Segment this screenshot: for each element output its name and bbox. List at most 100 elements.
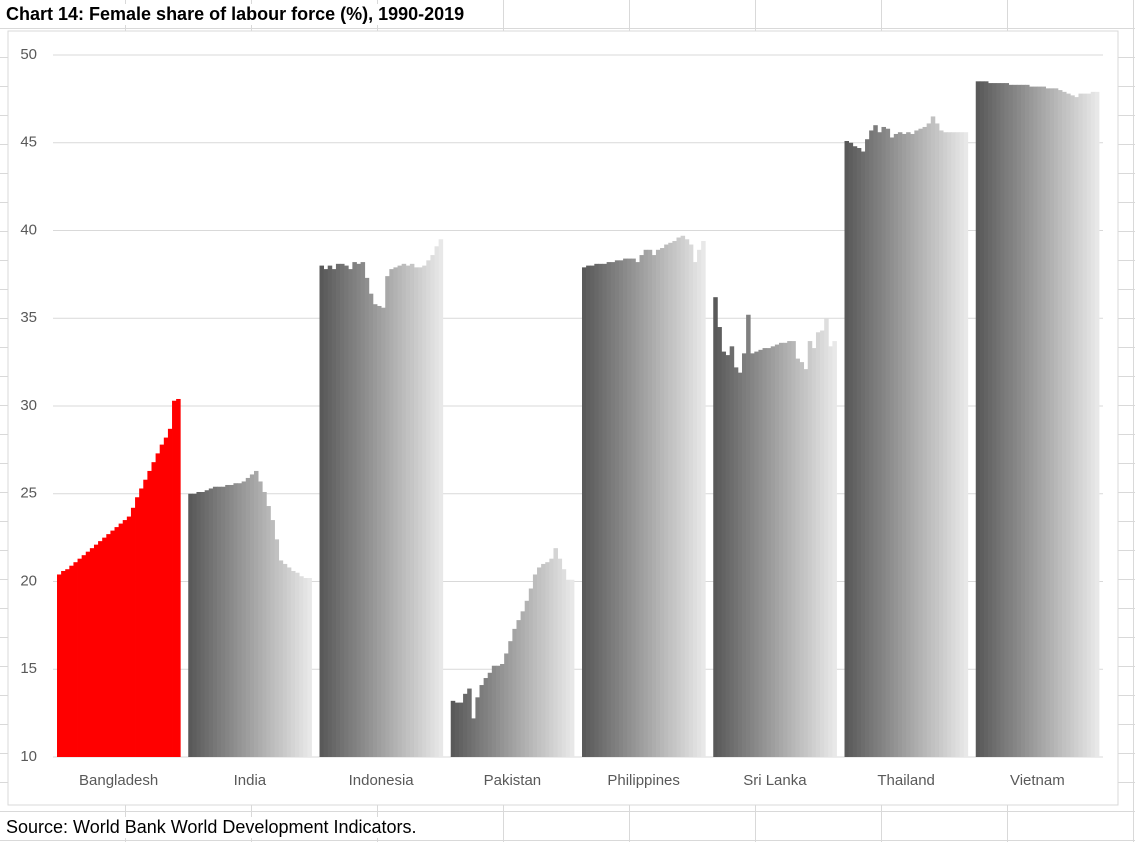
bar: [635, 262, 640, 757]
bar: [565, 579, 571, 757]
bar: [988, 83, 993, 757]
bar: [458, 702, 464, 757]
y-tick-label: 30: [20, 397, 37, 414]
bar: [795, 358, 800, 757]
bar: [331, 269, 337, 757]
bar: [438, 239, 444, 757]
bar: [951, 132, 956, 758]
bar: [791, 341, 796, 757]
bar: [471, 718, 476, 757]
bar: [582, 267, 587, 757]
bar: [688, 244, 694, 758]
bar: [65, 569, 70, 757]
bar: [914, 130, 919, 758]
bar: [307, 577, 312, 757]
bar: [590, 265, 595, 757]
bar: [176, 398, 181, 757]
bar: [1049, 88, 1055, 758]
bar: [947, 132, 952, 758]
bar: [122, 520, 128, 757]
bar: [787, 341, 792, 757]
bar: [98, 541, 103, 757]
bar: [1025, 84, 1030, 757]
bar: [495, 665, 501, 757]
bar: [832, 341, 837, 757]
bar: [520, 611, 526, 757]
bar: [733, 367, 739, 757]
bar: [1004, 83, 1010, 757]
bar: [1008, 84, 1014, 757]
bar: [73, 562, 78, 757]
bar: [102, 537, 107, 757]
bar: [344, 265, 349, 757]
bar: [725, 355, 731, 757]
bar: [737, 372, 743, 757]
bar: [434, 246, 440, 758]
bar: [1070, 95, 1075, 758]
bar: [549, 558, 554, 757]
bar: [774, 344, 780, 757]
bar: [1020, 84, 1026, 757]
bar: [934, 123, 940, 757]
bar: [930, 116, 936, 758]
bar: [680, 235, 686, 757]
bar: [803, 369, 809, 757]
bar: [200, 491, 206, 757]
bar: [860, 151, 866, 757]
bar: [623, 258, 628, 757]
bar: [938, 130, 944, 758]
bar: [221, 486, 226, 757]
bar: [377, 305, 382, 757]
bar: [188, 493, 193, 757]
y-tick-label: 10: [20, 748, 37, 765]
bar: [885, 128, 891, 757]
bar: [327, 265, 333, 757]
bar: [340, 263, 345, 757]
bar: [1090, 91, 1096, 758]
bar: [807, 341, 813, 757]
bar: [360, 262, 366, 757]
x-tick-label: Pakistan: [484, 772, 542, 789]
bar: [335, 263, 341, 757]
bar: [253, 470, 259, 757]
source-note: Source: World Bank World Development Ind…: [4, 817, 419, 838]
bar: [537, 567, 542, 757]
bar: [1016, 84, 1022, 757]
bar: [869, 130, 874, 758]
bar: [844, 140, 850, 757]
bar: [651, 255, 657, 757]
bar: [910, 133, 915, 758]
bar: [81, 555, 87, 757]
bar: [299, 576, 304, 757]
bar: [106, 534, 111, 757]
bar: [701, 241, 706, 757]
bar: [516, 620, 521, 757]
bar: [729, 346, 735, 757]
bar: [631, 258, 636, 757]
bar: [955, 132, 960, 758]
bar: [77, 558, 83, 757]
bar: [139, 488, 144, 757]
bar: [426, 260, 431, 757]
bar: [889, 137, 895, 758]
bar: [229, 484, 234, 757]
bar: [295, 572, 300, 757]
bar: [192, 493, 197, 757]
bar: [848, 142, 854, 757]
bar: [692, 262, 698, 757]
bar: [992, 83, 997, 757]
bar: [487, 672, 493, 757]
x-tick-label: Indonesia: [349, 772, 415, 789]
bar: [381, 307, 386, 757]
bar: [401, 263, 407, 757]
bar: [811, 348, 817, 757]
bar: [57, 574, 62, 757]
bar: [1057, 90, 1063, 758]
bar: [241, 481, 247, 757]
bar: [430, 255, 435, 757]
bar: [528, 588, 534, 757]
bar: [1094, 91, 1100, 758]
bar: [348, 269, 353, 757]
bar: [721, 351, 726, 757]
bar: [385, 276, 390, 757]
